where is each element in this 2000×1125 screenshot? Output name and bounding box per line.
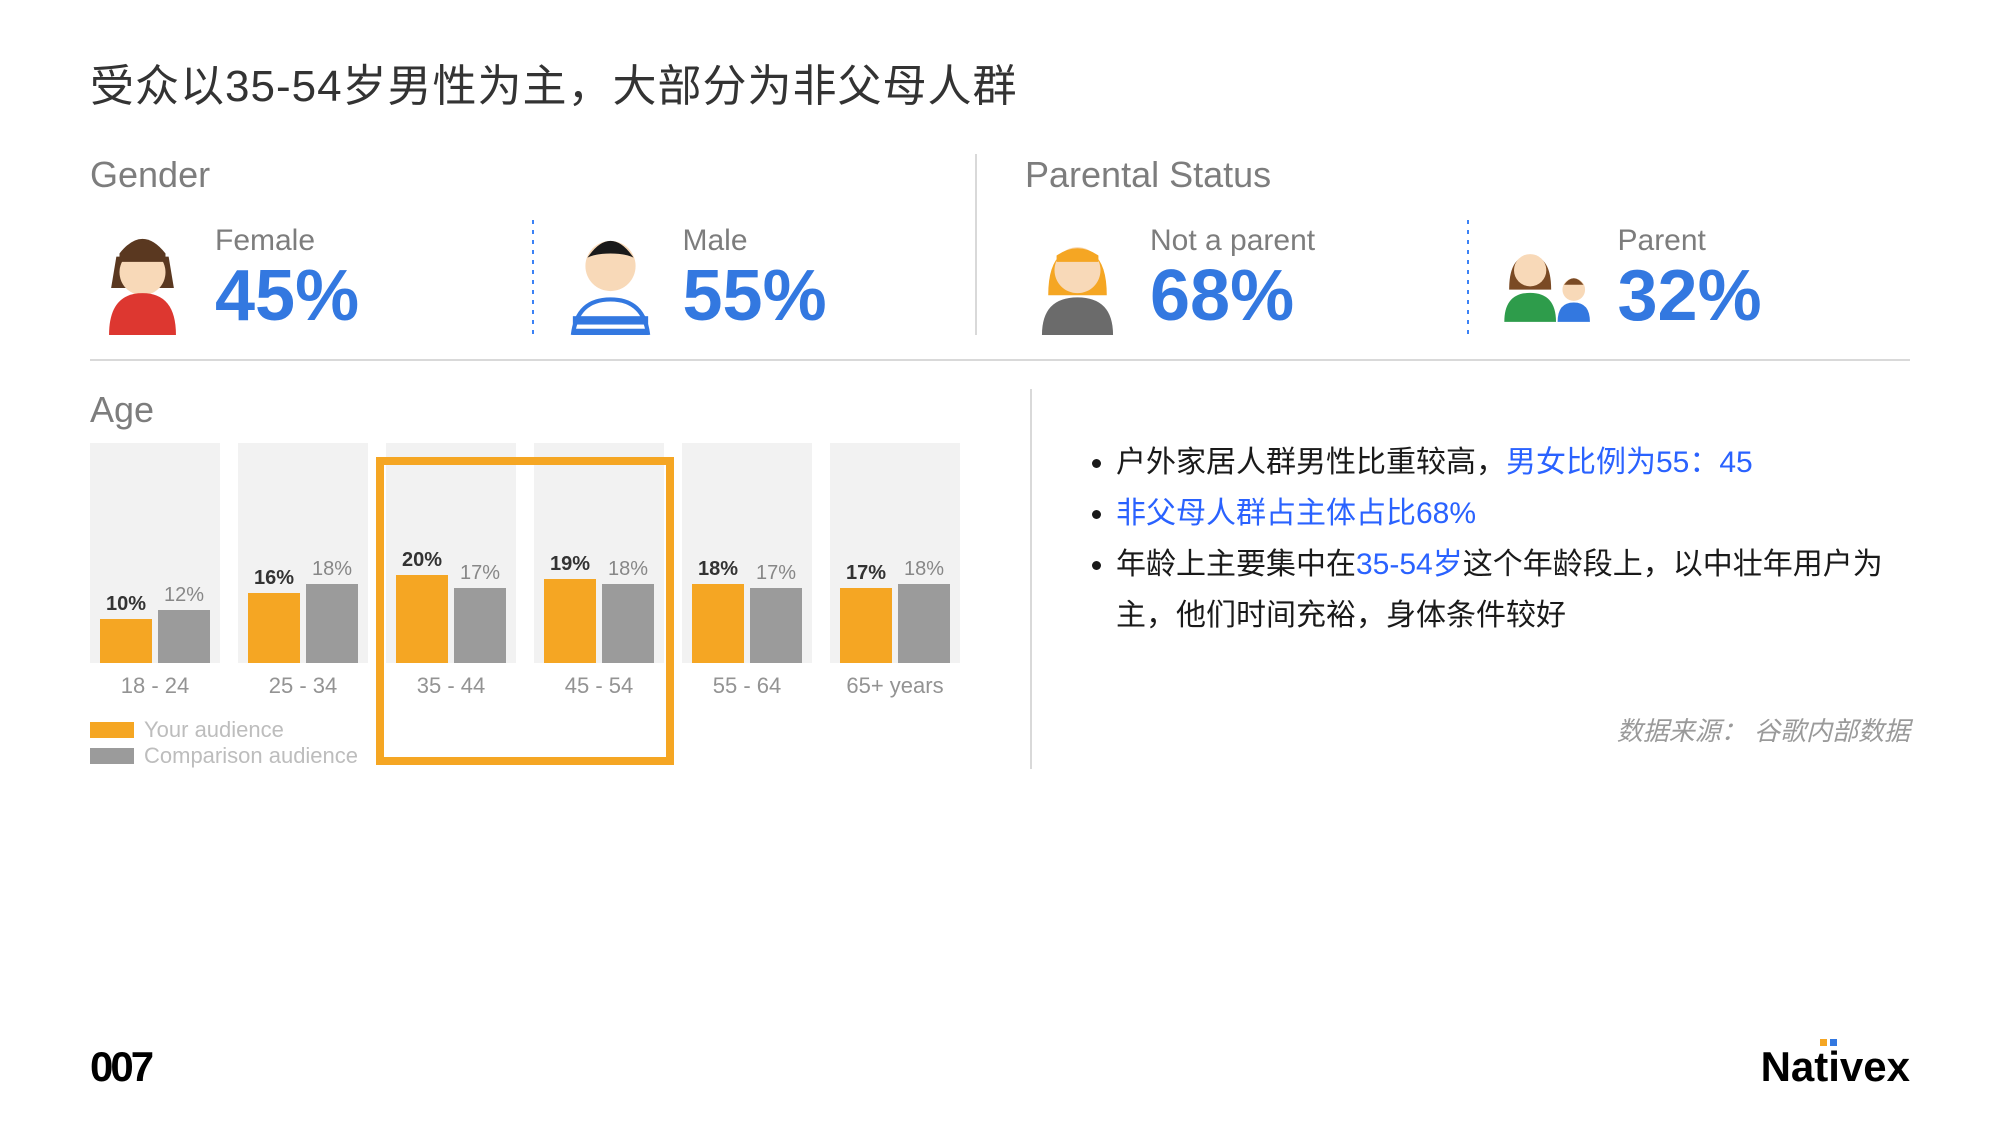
female-label: Female xyxy=(215,224,359,258)
not-parent-value: 68% xyxy=(1150,260,1315,332)
parent-stat: Parent 32% xyxy=(1493,220,1911,335)
bar-your-audience: 10% xyxy=(100,619,152,663)
data-source: 数据来源： 谷歌内部数据 xyxy=(1080,711,1910,748)
age-group: 10%12%18 - 24 xyxy=(90,443,220,699)
bar-value-label: 18% xyxy=(692,558,744,581)
not-parent-icon xyxy=(1025,220,1130,335)
bar-value-label: 17% xyxy=(750,562,802,585)
bar-comparison-audience: 18% xyxy=(306,584,358,663)
insight-highlight-text: 非父母人群占主体占比68% xyxy=(1116,497,1476,530)
demographics-row: Gender Female 45% xyxy=(90,154,1910,361)
bar-comparison-audience: 12% xyxy=(158,610,210,663)
bar-your-audience: 17% xyxy=(840,588,892,663)
bar-value-label: 18% xyxy=(306,558,358,581)
age-row: Age 10%12%18 - 2416%18%25 - 3420%17%35 -… xyxy=(90,389,1910,769)
insight-list: 户外家居人群男性比重较高，男女比例为55：45 非父母人群占主体占比68% 年龄上主… xyxy=(1080,437,1910,641)
bar-value-label: 18% xyxy=(602,558,654,581)
age-group: 19%18%45 - 54 xyxy=(534,443,664,699)
separator-icon xyxy=(532,220,534,335)
insight-bullet: 年龄上主要集中在35-54岁这个年龄段上，以中壮年用户为主，他们时间充裕，身体条… xyxy=(1116,539,1910,641)
age-group-bg: 20%17% xyxy=(386,443,516,663)
gender-title: Gender xyxy=(90,154,975,196)
bar-your-audience: 19% xyxy=(544,579,596,663)
age-group-bg: 16%18% xyxy=(238,443,368,663)
age-group: 18%17%55 - 64 xyxy=(682,443,812,699)
male-label: Male xyxy=(683,224,827,258)
gender-section: Gender Female 45% xyxy=(90,154,975,335)
age-group-label: 45 - 54 xyxy=(565,673,634,699)
age-group-label: 65+ years xyxy=(846,673,943,699)
parent-label: Parent xyxy=(1618,224,1762,258)
age-legend: Your audience Comparison audience xyxy=(90,717,990,769)
bar-value-label: 12% xyxy=(158,584,210,607)
bar-value-label: 18% xyxy=(898,558,950,581)
bar-value-label: 16% xyxy=(248,567,300,590)
insight-bullet: 非父母人群占主体占比68% xyxy=(1116,488,1910,539)
gender-female-stat: Female 45% xyxy=(90,220,508,335)
bar-comparison-audience: 18% xyxy=(602,584,654,663)
age-title: Age xyxy=(90,389,990,431)
age-group-bg: 19%18% xyxy=(534,443,664,663)
bar-comparison-audience: 18% xyxy=(898,584,950,663)
bar-value-label: 17% xyxy=(840,562,892,585)
slide-footer: 007 Nativex xyxy=(90,1043,1910,1091)
insights-panel: 户外家居人群男性比重较高，男女比例为55：45 非父母人群占主体占比68% 年龄上主… xyxy=(1030,389,1910,769)
insight-highlight-text: 35-54岁 xyxy=(1356,548,1463,581)
age-group-bg: 10%12% xyxy=(90,443,220,663)
legend-cmp-label: Comparison audience xyxy=(144,743,358,769)
legend-swatch-you xyxy=(90,722,134,738)
insight-text: 年龄上主要集中在 xyxy=(1116,548,1356,581)
female-icon xyxy=(90,220,195,335)
age-group: 17%18%65+ years xyxy=(830,443,960,699)
age-section: Age 10%12%18 - 2416%18%25 - 3420%17%35 -… xyxy=(90,389,990,769)
age-group-bg: 17%18% xyxy=(830,443,960,663)
insight-bullet: 户外家居人群男性比重较高，男女比例为55：45 xyxy=(1116,437,1910,488)
age-group-label: 18 - 24 xyxy=(121,673,190,699)
bar-your-audience: 18% xyxy=(692,584,744,663)
insight-highlight-text: 男女比例为55：45 xyxy=(1506,446,1753,479)
age-group-bg: 18%17% xyxy=(682,443,812,663)
bar-your-audience: 20% xyxy=(396,575,448,663)
parental-title: Parental Status xyxy=(1025,154,1910,196)
bar-value-label: 10% xyxy=(100,593,152,616)
bar-your-audience: 16% xyxy=(248,593,300,663)
age-group-label: 25 - 34 xyxy=(269,673,338,699)
male-value: 55% xyxy=(683,260,827,332)
slide-title: 受众以35-54岁男性为主，大部分为非父母人群 xyxy=(90,50,1910,114)
male-icon xyxy=(558,220,663,335)
logo-nativex: Nativex xyxy=(1761,1043,1910,1091)
gender-male-stat: Male 55% xyxy=(558,220,976,335)
parent-icon xyxy=(1493,220,1598,335)
insight-text: 户外家居人群男性比重较高， xyxy=(1116,446,1506,479)
bar-value-label: 17% xyxy=(454,562,506,585)
legend-swatch-cmp xyxy=(90,748,134,764)
bar-value-label: 20% xyxy=(396,549,448,572)
separator-icon xyxy=(1467,220,1469,335)
age-group-label: 55 - 64 xyxy=(713,673,782,699)
age-bar-chart: 10%12%18 - 2416%18%25 - 3420%17%35 - 441… xyxy=(90,439,990,699)
logo-007: 007 xyxy=(90,1043,151,1091)
not-parent-stat: Not a parent 68% xyxy=(1025,220,1443,335)
bar-value-label: 19% xyxy=(544,553,596,576)
not-parent-label: Not a parent xyxy=(1150,224,1315,258)
bar-comparison-audience: 17% xyxy=(454,588,506,663)
female-value: 45% xyxy=(215,260,359,332)
parent-value: 32% xyxy=(1618,260,1762,332)
age-group: 20%17%35 - 44 xyxy=(386,443,516,699)
legend-you-label: Your audience xyxy=(144,717,284,743)
bar-comparison-audience: 17% xyxy=(750,588,802,663)
age-group-label: 35 - 44 xyxy=(417,673,486,699)
parental-section: Parental Status Not a parent 68% xyxy=(975,154,1910,335)
age-group: 16%18%25 - 34 xyxy=(238,443,368,699)
